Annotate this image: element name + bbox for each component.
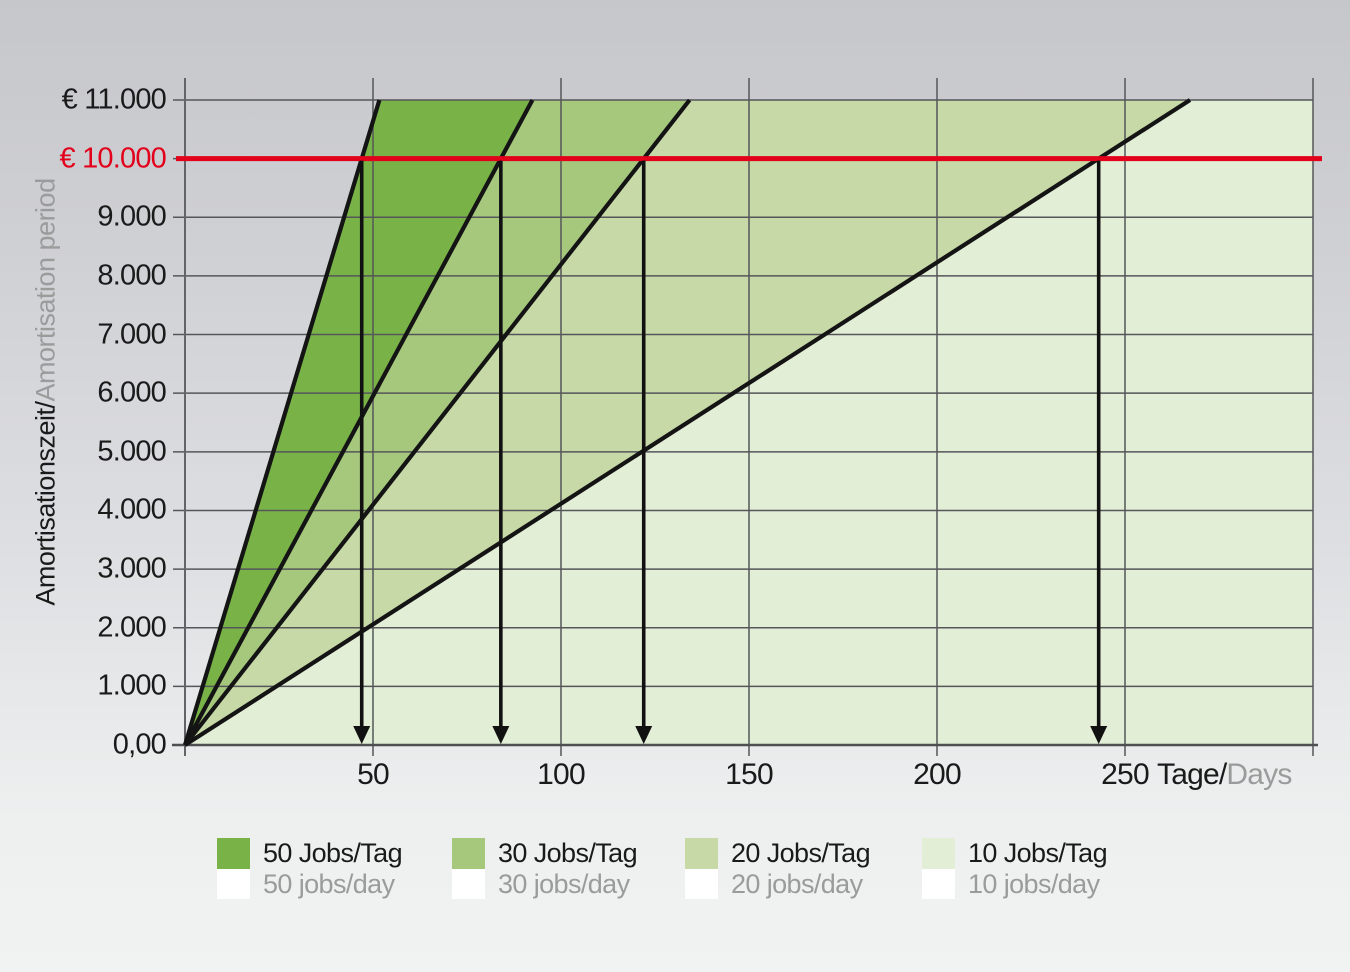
legend-label-de: 50 Jobs/Tag xyxy=(263,838,403,868)
legend-swatch-icon xyxy=(922,838,955,869)
y-tick-label-2000: 2.000 xyxy=(97,611,166,644)
series-line-20-jobs xyxy=(183,98,692,747)
legend-item-30-jobs: 30 Jobs/Tag 30 jobs/day xyxy=(452,838,638,899)
legend-label-en: 20 jobs/day xyxy=(731,869,863,899)
legend-label-de: 10 Jobs/Tag xyxy=(968,838,1108,868)
series-line-10-jobs xyxy=(183,98,1192,747)
y-axis-title-de: Amortisationszeit/ xyxy=(30,401,61,606)
amortisation-arrow-head-icon xyxy=(1090,726,1108,744)
series-line-50-jobs xyxy=(182,99,382,746)
y-tick-label-1000: 1.000 xyxy=(97,669,166,702)
amortisation-arrow-head-icon xyxy=(492,726,510,744)
legend-label-de: 20 Jobs/Tag xyxy=(731,838,871,868)
y-tick-label-10000: € 10.000 xyxy=(59,142,167,175)
legend-swatch-white-icon xyxy=(685,869,718,899)
x-tick-label-150: 150 xyxy=(725,758,773,791)
legend-item-20-jobs: 20 Jobs/Tag 20 jobs/day xyxy=(685,838,871,899)
x-axis-unit-de: Tage/ xyxy=(1157,758,1227,791)
y-tick-label-4000: 4.000 xyxy=(97,493,166,526)
y-tick-label-0: 0,00 xyxy=(112,728,167,761)
series-line-30-jobs xyxy=(183,99,535,746)
amortisation-arrow-head-icon xyxy=(353,726,371,744)
x-axis-unit-en: Days xyxy=(1226,758,1292,791)
legend-item-50-jobs: 50 Jobs/Tag 50 jobs/day xyxy=(217,838,403,899)
y-tick-label-3000: 3.000 xyxy=(97,552,166,585)
y-axis-title: Amortisationszeit/Amortisation period xyxy=(31,178,62,605)
y-tick-label-9000: 9.000 xyxy=(97,200,166,233)
x-tick-label-200: 200 xyxy=(913,758,961,791)
x-tick-label-100: 100 xyxy=(537,758,585,791)
x-tick-label-250: 250 xyxy=(1101,758,1149,791)
y-tick-label-5000: 5.000 xyxy=(97,435,166,468)
legend-label-en: 50 jobs/day xyxy=(263,869,395,899)
legend-swatch-icon xyxy=(685,838,718,869)
x-tick-label-50: 50 xyxy=(357,758,390,791)
y-tick-label-11000: € 11.000 xyxy=(61,83,167,116)
amortisation-arrow-head-icon xyxy=(635,726,653,744)
legend-swatch-icon xyxy=(217,838,250,869)
y-axis-title-en: Amortisation period xyxy=(30,178,61,402)
legend-label-de: 30 Jobs/Tag xyxy=(498,838,638,868)
legend-swatch-white-icon xyxy=(452,869,485,899)
y-tick-label-7000: 7.000 xyxy=(97,318,166,351)
legend-label-en: 30 jobs/day xyxy=(498,869,630,899)
legend-swatch-white-icon xyxy=(922,869,955,899)
legend-swatch-icon xyxy=(452,838,485,869)
legend-item-10-jobs: 10 Jobs/Tag 10 jobs/day xyxy=(922,838,1108,899)
y-tick-label-6000: 6.000 xyxy=(97,376,166,409)
x-axis-unit: Tage/Days xyxy=(1157,760,1292,790)
legend-swatch-white-icon xyxy=(217,869,250,899)
legend-label-en: 10 jobs/day xyxy=(968,869,1100,899)
y-tick-label-8000: 8.000 xyxy=(97,259,166,292)
